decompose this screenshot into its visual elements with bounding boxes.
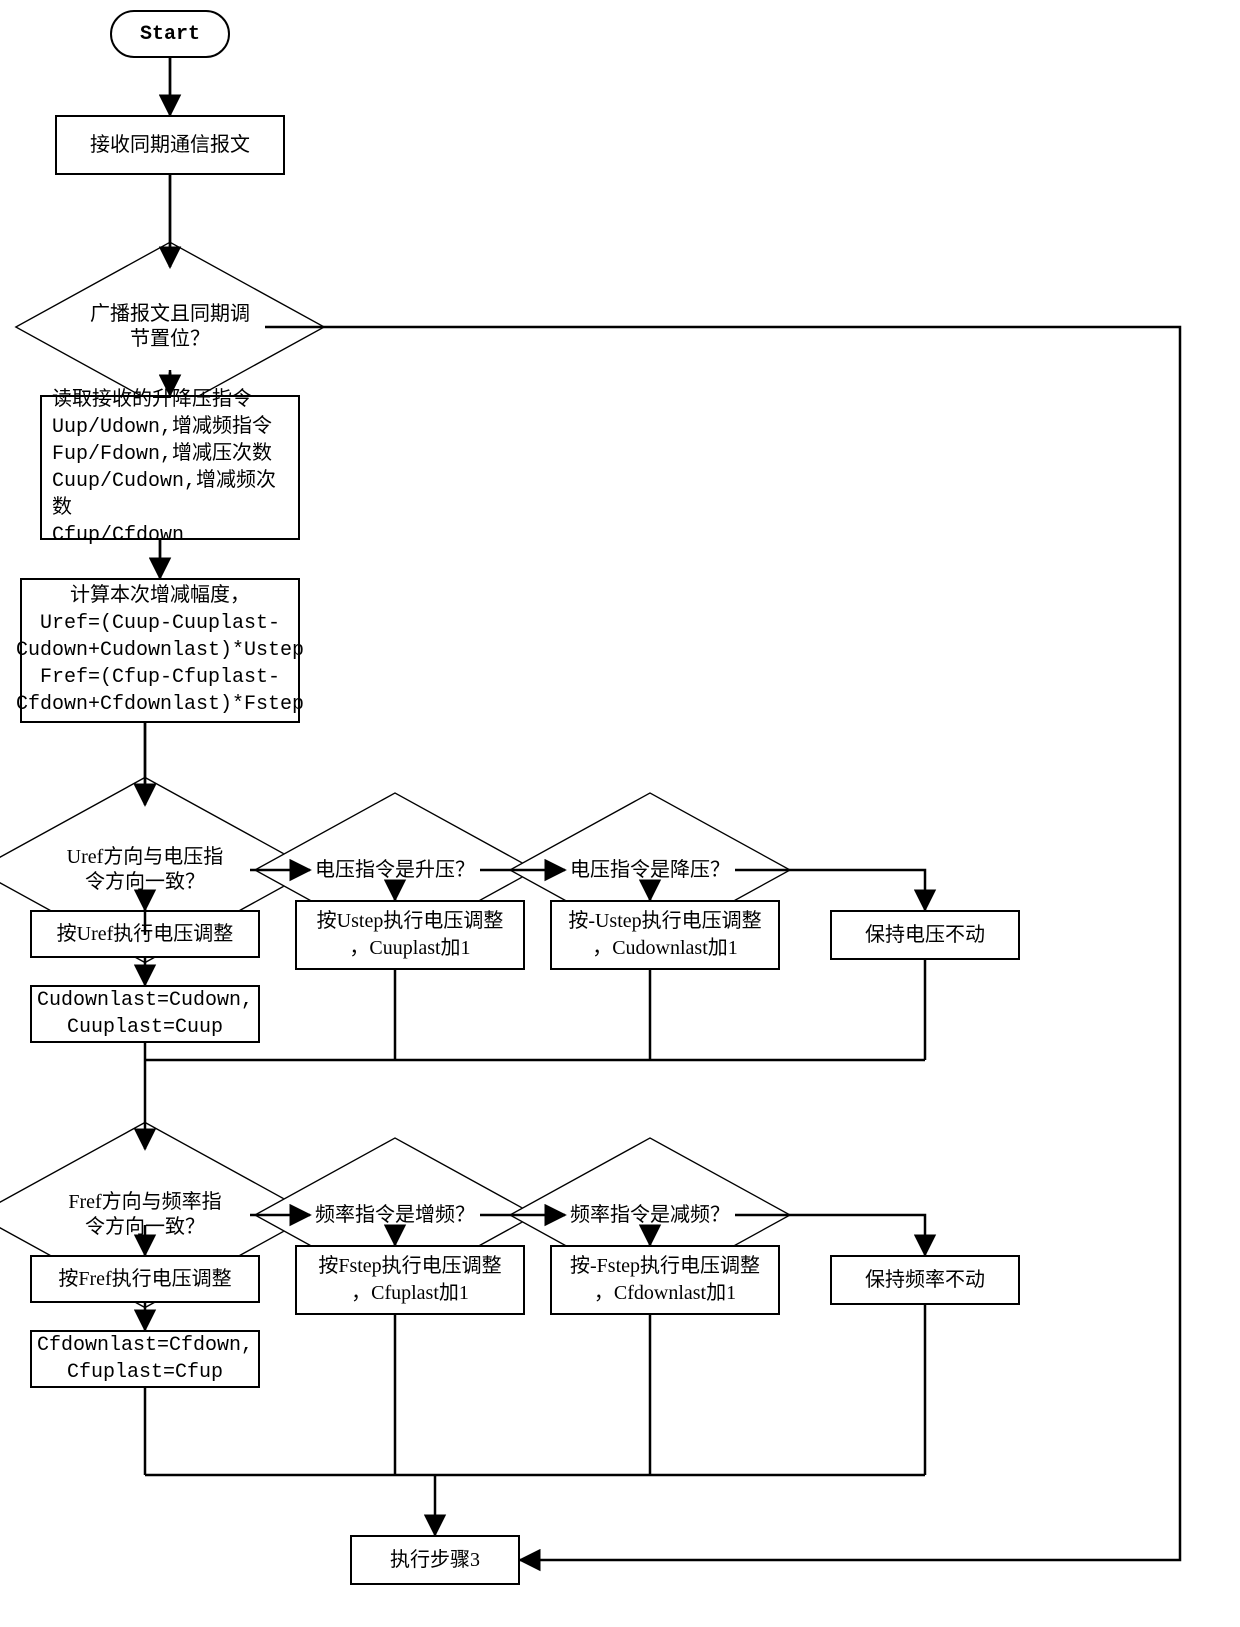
f-hold-label: 保持频率不动 (865, 1267, 985, 1294)
step3-node: 执行步骤3 (350, 1535, 520, 1585)
broadcast-label: 广播报文且同期调节置位？ (90, 302, 250, 352)
f-hold-node: 保持频率不动 (830, 1255, 1020, 1305)
v-hold-label: 保持电压不动 (865, 922, 985, 949)
v-hold-node: 保持电压不动 (830, 910, 1020, 960)
cu-last-label: Cudownlast=Cudown,Cuuplast=Cuup (37, 987, 253, 1041)
v-down-label: 电压指令是降压？ (570, 858, 730, 883)
ustep-up-node: 按Ustep执行电压调整，Cuuplast加1 (295, 900, 525, 970)
recv-label: 接收同期通信报文 (90, 132, 250, 159)
ustep-dn-label: 按-Ustep执行电压调整，Cudownlast加1 (568, 908, 761, 962)
cu-last-node: Cudownlast=Cudown,Cuuplast=Cuup (30, 985, 260, 1043)
start-node: Start (110, 10, 230, 58)
recv-node: 接收同期通信报文 (55, 115, 285, 175)
ustep-dn-node: 按-Ustep执行电压调整，Cudownlast加1 (550, 900, 780, 970)
calc-label: 计算本次增减幅度，Uref=(Cuup-Cuuplast-Cudown+Cudo… (16, 583, 304, 718)
fref-adj-node: 按Fref执行电压调整 (30, 1255, 260, 1303)
uref-label: Uref方向与电压指令方向一致？ (67, 845, 224, 895)
fstep-up-label: 按Fstep执行电压调整，Cfuplast加1 (318, 1253, 501, 1307)
cf-last-label: Cfdownlast=Cfdown,Cfuplast=Cfup (37, 1332, 253, 1386)
uref-adj-node: 按Uref执行电压调整 (30, 910, 260, 958)
calc-node: 计算本次增减幅度，Uref=(Cuup-Cuuplast-Cudown+Cudo… (20, 578, 300, 723)
fref-adj-label: 按Fref执行电压调整 (58, 1266, 231, 1293)
start-label: Start (140, 21, 200, 48)
read-cmd-label: 读取接收的升降压指令Uup/Udown,增减频指令Fup/Fdown,增减压次数… (52, 387, 288, 549)
f-down-label: 频率指令是减频？ (570, 1203, 730, 1228)
read-cmd-node: 读取接收的升降压指令Uup/Udown,增减频指令Fup/Fdown,增减压次数… (40, 395, 300, 540)
fstep-up-node: 按Fstep执行电压调整，Cfuplast加1 (295, 1245, 525, 1315)
fstep-dn-label: 按-Fstep执行电压调整，Cfdownlast加1 (570, 1253, 760, 1307)
ustep-up-label: 按Ustep执行电压调整，Cuuplast加1 (317, 908, 504, 962)
v-up-label: 电压指令是升压？ (315, 858, 475, 883)
fref-label: Fref方向与频率指令方向一致？ (68, 1190, 221, 1240)
cf-last-node: Cfdownlast=Cfdown,Cfuplast=Cfup (30, 1330, 260, 1388)
uref-adj-label: 按Uref执行电压调整 (57, 921, 234, 948)
f-up-label: 频率指令是增频？ (315, 1203, 475, 1228)
fstep-dn-node: 按-Fstep执行电压调整，Cfdownlast加1 (550, 1245, 780, 1315)
step3-label: 执行步骤3 (390, 1547, 480, 1574)
